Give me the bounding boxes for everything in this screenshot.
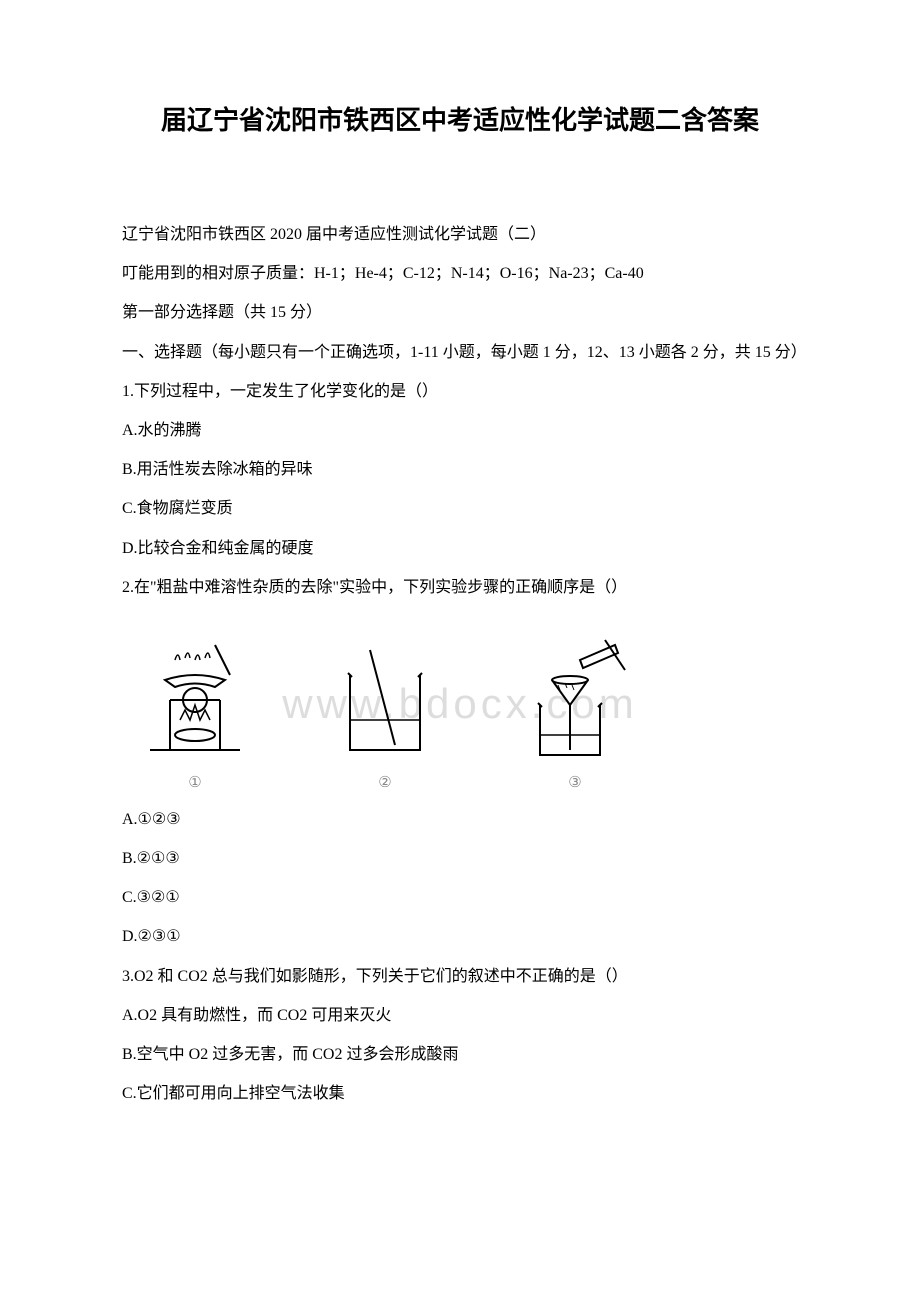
diagram-3-label: ③: [568, 773, 581, 792]
q1-option-c: C.食物腐烂变质: [90, 491, 830, 526]
intro-line-1: 辽宁省沈阳市铁西区 2020 届中考适应性测试化学试题（二）: [90, 217, 830, 252]
q2-option-b: B.②①③: [90, 841, 830, 876]
q3-option-b: B.空气中 O2 过多无害，而 CO2 过多会形成酸雨: [90, 1037, 830, 1072]
diagram-1: ①: [130, 625, 260, 792]
diagram-3: ③: [510, 625, 640, 792]
intro-line-3: 第一部分选择题（共 15 分）: [90, 295, 830, 330]
intro-line-2: 叮能用到的相对原子质量：H-1；He-4；C-12；N-14；O-16；Na-2…: [90, 256, 830, 291]
q3-stem: 3.O2 和 CO2 总与我们如影随形，下列关于它们的叙述中不正确的是（）: [90, 959, 830, 994]
q2-stem: 2.在"粗盐中难溶性杂质的去除"实验中，下列实验步骤的正确顺序是（）: [90, 570, 830, 605]
dissolving-diagram-icon: [320, 625, 450, 765]
q2-option-a: A.①②③: [90, 802, 830, 837]
q2-option-d: D.②③①: [90, 919, 830, 954]
diagram-2: ②: [320, 625, 450, 792]
q1-option-b: B.用活性炭去除冰箱的异味: [90, 452, 830, 487]
q3-option-a: A.O2 具有助燃性，而 CO2 可用来灭火: [90, 998, 830, 1033]
q1-stem: 1.下列过程中，一定发生了化学变化的是（）: [90, 374, 830, 409]
page-title: 届辽宁省沈阳市铁西区中考适应性化学试题二含答案: [90, 100, 830, 137]
q1-option-a: A.水的沸腾: [90, 413, 830, 448]
diagram-2-label: ②: [378, 773, 391, 792]
evaporation-diagram-icon: [130, 625, 260, 765]
q2-option-c: C.③②①: [90, 880, 830, 915]
diagram-1-label: ①: [188, 773, 201, 792]
q3-option-c: C.它们都可用向上排空气法收集: [90, 1076, 830, 1111]
intro-line-4: 一、选择题（每小题只有一个正确选项，1-11 小题，每小题 1 分，12、13 …: [90, 335, 830, 370]
q1-option-d: D.比较合金和纯金属的硬度: [90, 531, 830, 566]
filtration-diagram-icon: [510, 625, 640, 765]
q2-diagrams: ① ② ③: [130, 625, 830, 792]
